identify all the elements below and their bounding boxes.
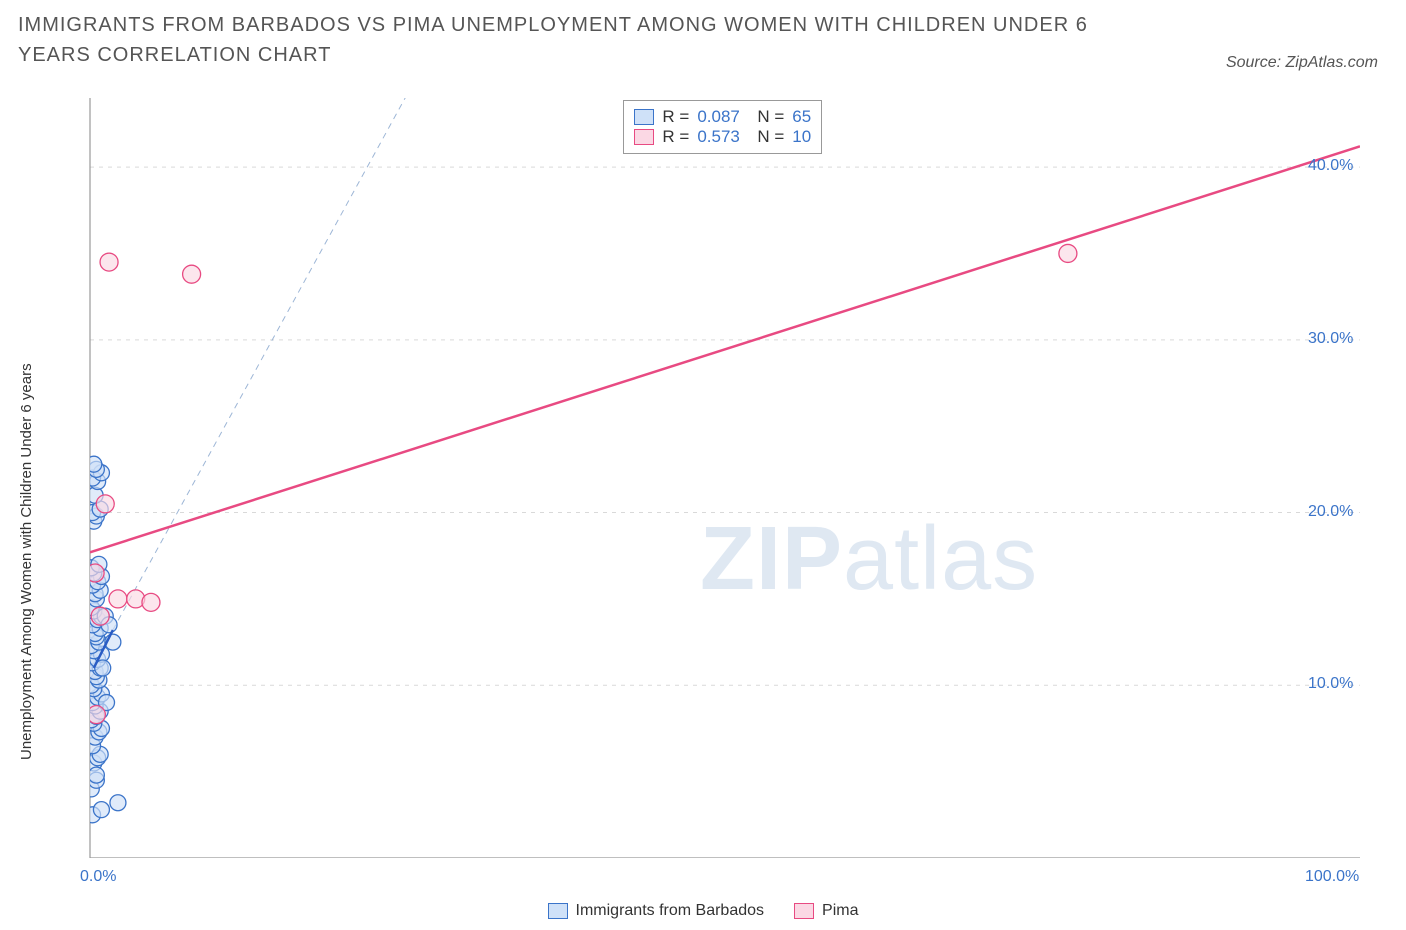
pima-point [1059, 244, 1077, 262]
chart-source: Source: ZipAtlas.com [1226, 54, 1378, 72]
barbados-point [86, 456, 102, 472]
x-tick-label: 100.0% [1305, 868, 1359, 886]
y-tick-label: 10.0% [1308, 675, 1353, 693]
legend-swatch [634, 129, 654, 145]
y-tick-label: 40.0% [1308, 157, 1353, 175]
source-name: ZipAtlas.com [1286, 54, 1378, 71]
pima-point [100, 253, 118, 271]
legend-swatch [548, 903, 568, 919]
legend-r-label: R = [662, 107, 689, 127]
legend-n-label: N = [757, 107, 784, 127]
barbados-point [88, 767, 104, 783]
y-axis-label: Unemployment Among Women with Children U… [18, 363, 35, 760]
pima-point [91, 607, 109, 625]
y-tick-label: 30.0% [1308, 330, 1353, 348]
pima-point [183, 265, 201, 283]
legend-r-label: R = [662, 127, 689, 147]
pima-point [86, 564, 104, 582]
pima-point [96, 495, 114, 513]
pima-point [109, 590, 127, 608]
pima-point [142, 593, 160, 611]
bottom-legend-label: Pima [822, 902, 858, 920]
legend-swatch [794, 903, 814, 919]
bottom-legend-item: Pima [794, 902, 858, 920]
x-tick-label: 0.0% [80, 868, 116, 886]
bottom-legend-item: Immigrants from Barbados [548, 902, 765, 920]
chart-title: IMMIGRANTS FROM BARBADOS VS PIMA UNEMPLO… [18, 10, 1118, 70]
series-legend: Immigrants from Barbados Pima [0, 902, 1406, 920]
correlation-legend: R = 0.087 N = 65 R = 0.573 N = 10 [623, 100, 822, 154]
legend-swatch [634, 109, 654, 125]
legend-n-value: 10 [792, 127, 811, 147]
pima-point [87, 706, 105, 724]
source-pre: Source: [1226, 54, 1286, 71]
chart-plot: ZIPatlas R =0.087N =65R =0.573N =10 10.0… [60, 88, 1380, 858]
chart-svg [60, 88, 1380, 858]
legend-row-barbados: R = 0.087 N = 65 [634, 107, 811, 127]
bottom-legend-label: Immigrants from Barbados [576, 902, 765, 920]
legend-n-value: 65 [792, 107, 811, 127]
barbados-point [110, 795, 126, 811]
legend-r-value: 0.573 [697, 127, 749, 147]
barbados-point [93, 802, 109, 818]
y-tick-label: 20.0% [1308, 503, 1353, 521]
legend-r-value: 0.087 [697, 107, 749, 127]
legend-row-pima: R = 0.573 N = 10 [634, 127, 811, 147]
legend-n-label: N = [757, 127, 784, 147]
